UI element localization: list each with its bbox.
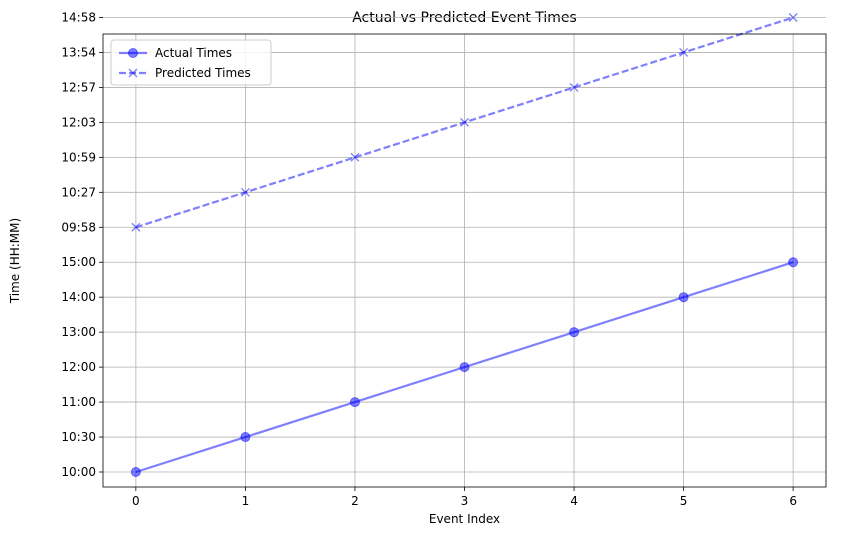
data-point [131, 222, 141, 232]
y-tick-label: 10:27 [61, 185, 96, 199]
legend-entry: Predicted Times [119, 66, 251, 80]
data-point [459, 362, 470, 373]
y-axis-label: Time (HH:MM) [8, 218, 22, 304]
data-point [679, 48, 689, 57]
y-tick-label: 10:30 [61, 430, 96, 444]
y-tick-label: 14:00 [61, 290, 96, 304]
x-axis-label: Event Index [429, 512, 500, 526]
data-point [349, 397, 360, 408]
chart-title: Actual vs Predicted Event Times [352, 10, 577, 26]
y-tick-label: 14:58 [61, 11, 96, 25]
legend-label: Predicted Times [155, 66, 251, 80]
legend-box [110, 39, 272, 86]
x-tick-label: 2 [351, 494, 359, 508]
legend-label: Actual Times [155, 46, 232, 60]
y-tick-label: 15:00 [61, 255, 96, 269]
legend-marker [128, 48, 138, 58]
x-tick-label: 5 [680, 494, 688, 508]
y-tick-label: 12:03 [61, 115, 96, 129]
y-tick-label: 09:58 [61, 220, 96, 234]
data-point [678, 292, 689, 303]
series-layer [130, 13, 799, 477]
y-tick-label: 13:54 [61, 45, 96, 59]
y-tick-label: 10:00 [61, 465, 96, 479]
x-tick-label: 1 [242, 494, 250, 508]
data-point [460, 117, 469, 127]
data-point [569, 327, 580, 338]
data-point [788, 257, 799, 268]
y-tick-label: 13:00 [61, 325, 96, 339]
x-tick-label: 0 [132, 494, 140, 508]
series-predicted-times [131, 13, 798, 232]
x-tick-label: 3 [461, 494, 469, 508]
legend: Actual Times Predicted Times [110, 39, 272, 86]
y-tick-label: 11:00 [61, 395, 96, 409]
data-point [569, 82, 579, 92]
grid [103, 17, 826, 487]
y-tick-label: 12:00 [61, 360, 96, 374]
x-tick-label: 4 [570, 494, 578, 508]
data-point [788, 13, 798, 22]
series-actual-times [130, 257, 799, 477]
data-point [350, 152, 360, 162]
data-point [240, 187, 250, 197]
data-point [240, 432, 251, 443]
x-tick-label: 6 [789, 494, 797, 508]
data-point [130, 467, 141, 477]
ticks: 0 1 2 3 4 5 6 10:00 10:30 11:00 12:00 13:00 14:00 15:… [61, 11, 797, 509]
y-tick-label: 10:59 [61, 150, 96, 164]
y-tick-label: 12:57 [61, 80, 96, 94]
legend-marker [128, 68, 138, 78]
legend-entry: Actual Times [119, 46, 232, 60]
